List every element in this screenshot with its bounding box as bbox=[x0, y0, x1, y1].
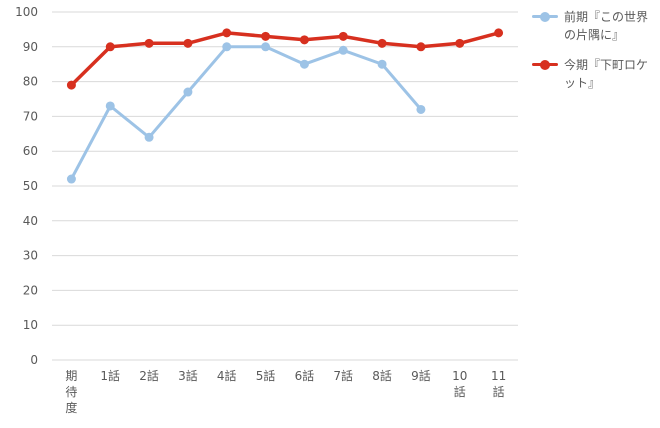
data-point-series-2 bbox=[261, 31, 271, 41]
legend-item-series-2: 今期『下町ロケット』 bbox=[530, 56, 658, 92]
y-tick-label: 20 bbox=[23, 283, 38, 297]
legend-swatch-series-1 bbox=[532, 11, 558, 22]
data-point-series-2 bbox=[105, 42, 115, 52]
data-point-series-1 bbox=[299, 59, 309, 69]
x-tick-label: 1話 bbox=[100, 368, 120, 383]
data-point-series-1 bbox=[338, 45, 348, 55]
y-tick-label: 60 bbox=[23, 144, 38, 158]
legend-item-series-1: 前期『この世界の片隅に』 bbox=[530, 8, 658, 44]
data-point-series-2 bbox=[494, 28, 504, 38]
data-point-series-1 bbox=[261, 42, 271, 52]
data-point-series-2 bbox=[377, 38, 387, 48]
x-tick-label: 11 話 bbox=[491, 369, 506, 399]
x-tick-label: 5話 bbox=[256, 368, 276, 383]
y-tick-label: 80 bbox=[23, 75, 38, 89]
data-point-series-2 bbox=[183, 38, 193, 48]
x-tick-label: 4話 bbox=[217, 368, 237, 383]
y-tick-label: 100 bbox=[15, 5, 38, 19]
x-tick-label: 9話 bbox=[411, 368, 431, 383]
data-point-series-1 bbox=[183, 87, 193, 97]
y-tick-label: 40 bbox=[23, 214, 38, 228]
y-tick-label: 10 bbox=[23, 318, 38, 332]
y-tick-label: 0 bbox=[30, 353, 38, 367]
data-point-series-2 bbox=[222, 28, 232, 38]
x-tick-label: 10 話 bbox=[452, 369, 467, 399]
x-tick-label: 8話 bbox=[372, 368, 392, 383]
data-point-series-1 bbox=[144, 132, 154, 142]
data-point-series-2 bbox=[338, 31, 348, 41]
x-tick-label: 期待度 bbox=[65, 369, 77, 415]
y-tick-label: 30 bbox=[23, 249, 38, 263]
series-line-1 bbox=[69, 45, 423, 181]
data-point-series-1 bbox=[222, 42, 232, 52]
legend-swatch-series-2 bbox=[532, 59, 558, 70]
x-tick-label: 2話 bbox=[139, 368, 159, 383]
data-point-series-1 bbox=[66, 174, 76, 184]
y-tick-label: 70 bbox=[23, 109, 38, 123]
data-point-series-2 bbox=[299, 35, 309, 45]
x-tick-label: 7話 bbox=[333, 368, 353, 383]
data-point-series-2 bbox=[144, 38, 154, 48]
data-point-series-2 bbox=[416, 42, 426, 52]
y-tick-label: 50 bbox=[23, 179, 38, 193]
legend-label-series-2: 今期『下町ロケット』 bbox=[564, 58, 649, 90]
series-line-2 bbox=[69, 31, 501, 87]
data-point-series-2 bbox=[66, 80, 76, 90]
x-tick-label: 3話 bbox=[178, 368, 198, 383]
data-point-series-2 bbox=[455, 38, 465, 48]
x-tick-label: 6話 bbox=[295, 368, 315, 383]
y-tick-label: 90 bbox=[23, 40, 38, 54]
data-point-series-1 bbox=[416, 104, 426, 114]
chart-legend: 前期『この世界の片隅に』 今期『下町ロケット』 bbox=[530, 8, 658, 104]
data-point-series-1 bbox=[105, 101, 115, 111]
legend-label-series-1: 前期『この世界の片隅に』 bbox=[564, 10, 649, 42]
data-point-series-1 bbox=[377, 59, 387, 69]
